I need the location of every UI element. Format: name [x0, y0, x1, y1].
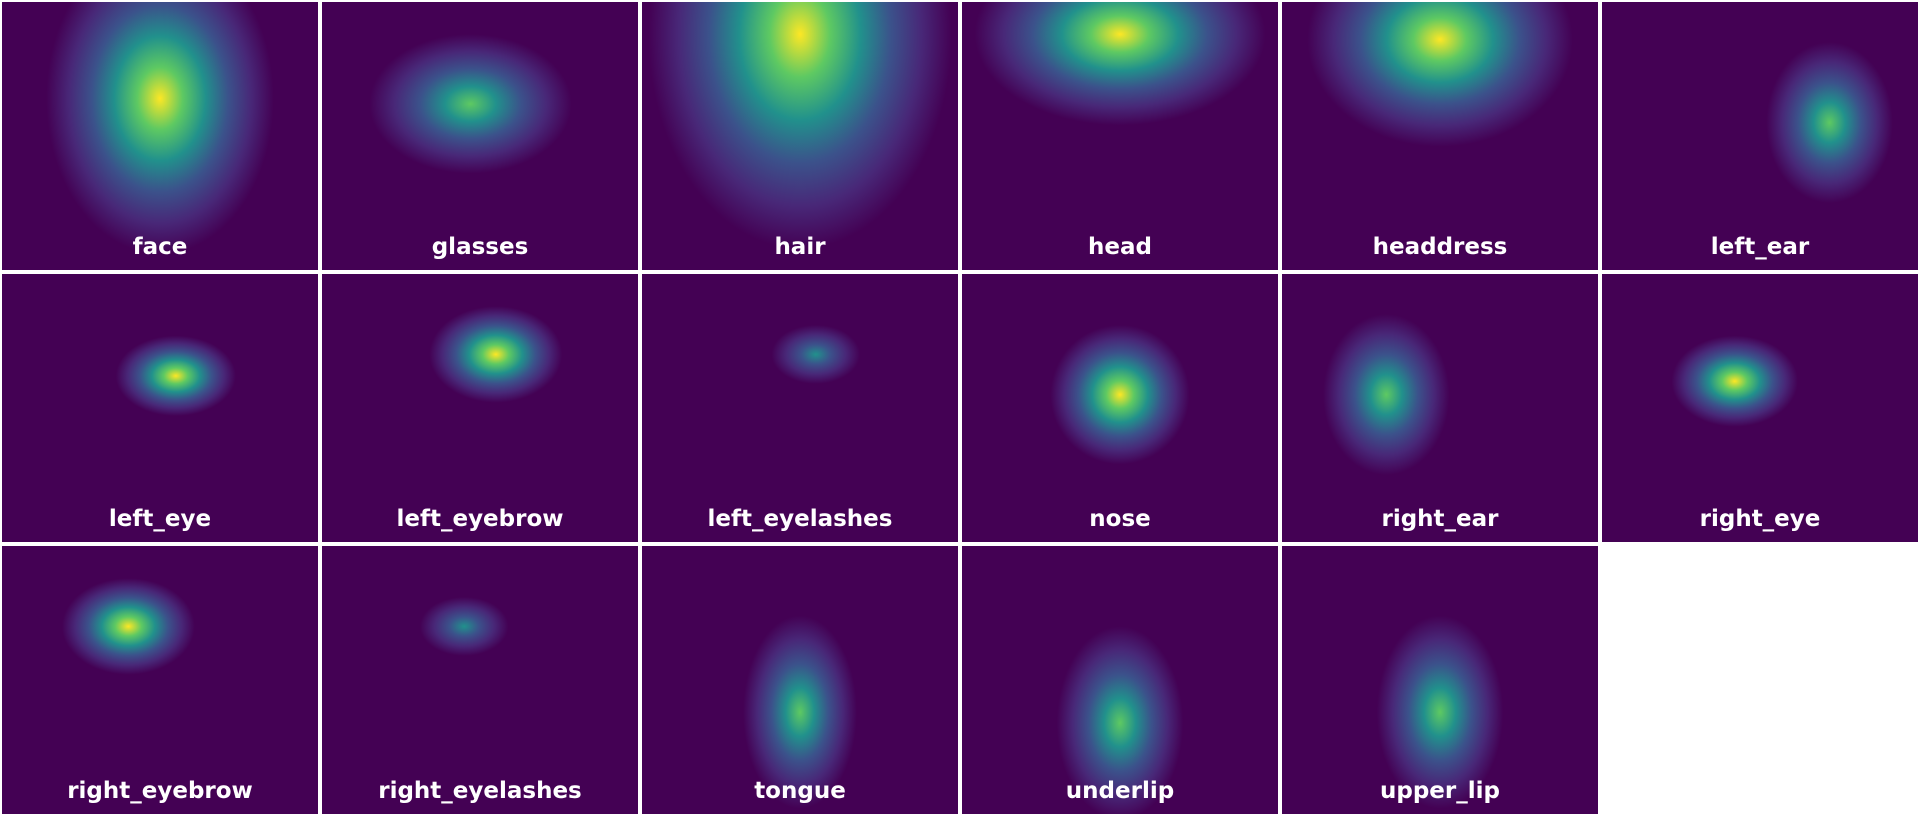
heatmap-tile: left_eyelashes: [642, 274, 958, 542]
heatmap-tile: left_ear: [1602, 2, 1918, 270]
heatmap-tile: left_eye: [2, 274, 318, 542]
tile-label: left_eye: [108, 506, 212, 532]
tile-label: left_eyebrow: [396, 506, 564, 532]
tile-label: hair: [774, 234, 826, 260]
heatmap-tile: right_ear: [1282, 274, 1598, 542]
tile-label: nose: [1089, 506, 1151, 532]
heatmap-tile: hair: [642, 2, 958, 270]
heatmap-tile: tongue: [642, 546, 958, 814]
tile-label: right_ear: [1381, 506, 1499, 532]
tile-label: right_eyelashes: [378, 778, 582, 804]
heatmap-tile: underlip: [962, 546, 1278, 814]
heatmap-tile: left_eyebrow: [322, 274, 638, 542]
heatmap-tile: right_eyelashes: [322, 546, 638, 814]
tile-label: left_eyelashes: [707, 506, 893, 532]
heatmap-tile: glasses: [322, 2, 638, 270]
tile-label: upper_lip: [1380, 778, 1500, 804]
tile-label: head: [1088, 234, 1152, 260]
heatmap-tile: face: [2, 2, 318, 270]
heatmap-tile: upper_lip: [1282, 546, 1598, 814]
heatmap-tile: nose: [962, 274, 1278, 542]
tile-label: headdress: [1372, 234, 1508, 260]
heatmap-tile: right_eye: [1602, 274, 1918, 542]
tile-label: right_eyebrow: [67, 778, 253, 804]
tile-label: glasses: [431, 234, 529, 260]
tile-label: face: [132, 234, 188, 260]
tile-label: tongue: [754, 778, 846, 804]
tile-label: underlip: [1065, 778, 1175, 804]
heatmap-tile: head: [962, 2, 1278, 270]
heatmap-tile: right_eyebrow: [2, 546, 318, 814]
tile-label: left_ear: [1710, 234, 1810, 260]
tile-label: right_eye: [1699, 506, 1821, 532]
heatmap-tile: headdress: [1282, 2, 1598, 270]
